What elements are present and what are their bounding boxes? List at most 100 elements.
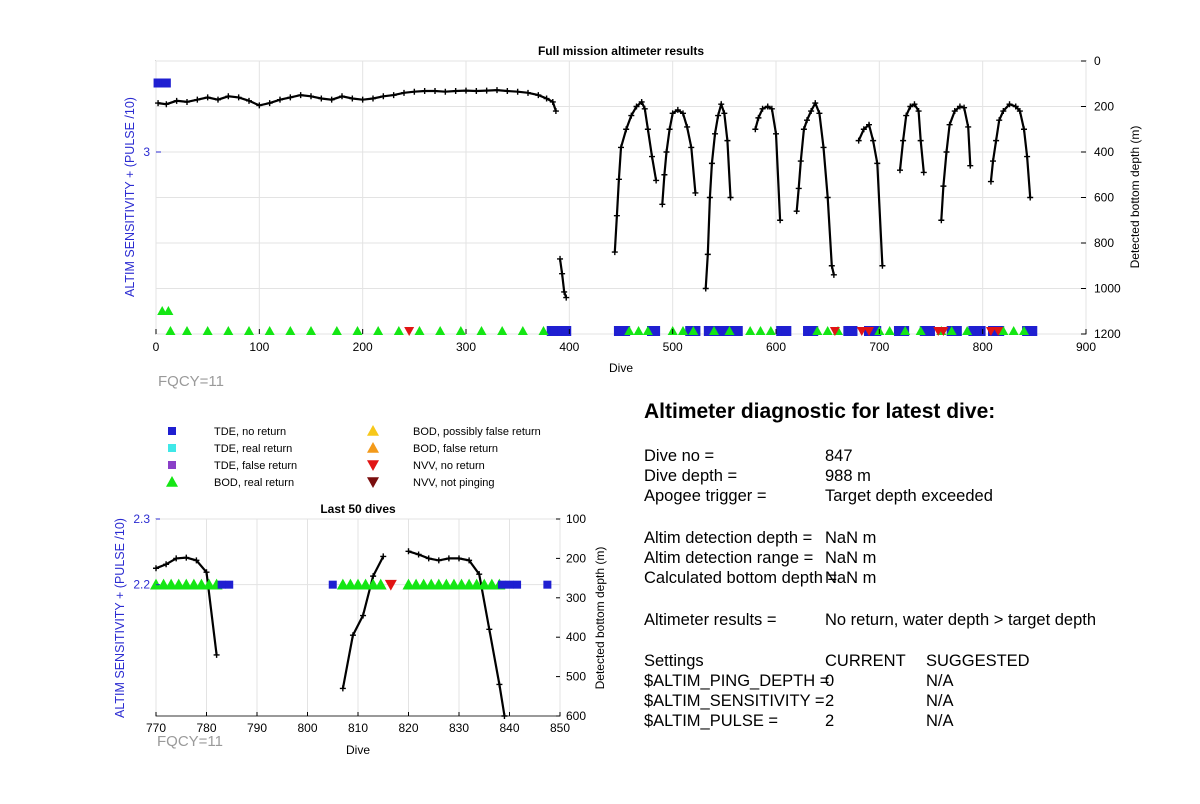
depth-point <box>1006 101 1013 108</box>
bottom-depth-point <box>163 561 170 568</box>
calc-depth-value: NaN m <box>825 569 877 587</box>
bottom-x-tick-label: 770 <box>146 721 166 735</box>
depth-point <box>623 126 630 133</box>
marker-bod-real-return <box>478 578 491 590</box>
bottom-right-tick-label: 500 <box>566 670 586 684</box>
marker-bod-real-return <box>373 326 384 335</box>
depth-point <box>659 201 666 208</box>
depth-point <box>903 112 910 119</box>
bottom-left-tick-label: 2.3 <box>133 512 150 526</box>
pulse-current: 2 <box>825 712 835 730</box>
depth-point <box>718 101 725 108</box>
bottom-right-tick-label: 400 <box>566 630 586 644</box>
depth-point <box>483 87 490 94</box>
marker-bod-real-return <box>393 326 404 335</box>
marker-bod-real-return <box>1008 326 1019 335</box>
marker-bod-real-return <box>172 578 185 590</box>
depth-point <box>225 93 232 100</box>
depth-point <box>897 167 903 174</box>
legend-label: BOD, possibly false return <box>413 426 541 438</box>
depth-point <box>661 171 668 178</box>
marker-bod-real-return <box>946 326 957 335</box>
bottom-depth-point <box>415 551 422 558</box>
marker-bod-real-return <box>150 578 162 590</box>
bottom-left-y-label: ALTIM SENSITIVITY + (PULSE /10) <box>113 518 127 718</box>
marker-bod-real-return <box>195 578 208 590</box>
marker-nvv-no-return <box>384 579 397 591</box>
depth-point <box>1021 126 1027 133</box>
bottom-depth-point <box>193 557 200 564</box>
bottom-right-y-label: Detected bottom depth (m) <box>593 547 607 690</box>
marker-bod-real-return <box>180 578 193 590</box>
marker-bod-real-return <box>624 326 635 335</box>
bottom-depth-point <box>349 632 356 639</box>
depth-point <box>644 126 651 133</box>
apogee-value: Target depth exceeded <box>825 487 993 505</box>
depth-line-segment <box>613 100 658 253</box>
marker-tde-no-return <box>808 326 819 336</box>
legend-swatch <box>367 425 379 436</box>
legend-label: NVV, no return <box>413 460 485 472</box>
marker-bod-real-return <box>285 326 296 335</box>
det-depth-label: Altim detection depth = <box>644 529 813 547</box>
marker-bod-real-return <box>915 326 926 335</box>
depth-point <box>987 178 994 185</box>
depth-point <box>874 160 881 167</box>
marker-tde-no-return <box>620 326 631 336</box>
top-title: Full mission altimeter results <box>538 44 704 58</box>
depth-point <box>235 94 242 101</box>
top-ticks: 0 100 200 300 400 500 600 700 800 900 0 200 400 600 80… <box>143 54 1121 354</box>
bottom-depth-point <box>153 565 159 572</box>
depth-point <box>721 110 728 117</box>
marker-bod-real-return <box>344 578 357 590</box>
diagnostic-title: Altimeter diagnostic for latest dive: <box>644 400 996 423</box>
depth-point <box>421 88 428 95</box>
depth-point <box>663 149 670 155</box>
bottom-depth-point <box>486 626 493 633</box>
marker-bod-real-return <box>900 326 911 335</box>
marker-bod-real-return <box>678 326 688 335</box>
depth-point <box>559 270 566 277</box>
dive-depth-value: 988 m <box>825 467 871 485</box>
depth-point <box>907 103 914 110</box>
marker-tde-no-return <box>550 326 561 336</box>
bottom-depth-point <box>203 569 210 576</box>
depth-point <box>752 126 759 133</box>
top-footnote: FQCY=11 <box>158 373 224 390</box>
depth-point <box>755 114 762 121</box>
depth-point <box>824 194 831 201</box>
depth-point <box>943 149 950 155</box>
marker-tde-no-return <box>685 326 696 336</box>
depth-point <box>633 103 640 110</box>
marker-tde-no-return <box>513 580 522 589</box>
depth-point <box>1012 103 1019 110</box>
marker-bod-real-return <box>470 578 483 590</box>
legend: TDE, no return TDE, real return TDE, false… <box>166 425 541 489</box>
bottom-depth-point <box>339 685 346 692</box>
results-label: Altimeter results = <box>644 611 777 629</box>
marker-bod-real-return <box>455 578 468 590</box>
results-value: No return, water depth > target depth <box>825 611 1097 629</box>
top-x-tick-label: 0 <box>153 340 160 354</box>
bottom-depth-point <box>405 548 412 555</box>
depth-point <box>708 160 715 167</box>
depth-point <box>215 96 221 103</box>
depth-point <box>946 121 953 128</box>
marker-tde-no-return <box>505 580 514 589</box>
depth-point <box>563 294 570 301</box>
legend-label: TDE, no return <box>214 426 286 438</box>
depth-point <box>684 123 691 130</box>
marker-tde-no-return <box>1027 326 1038 336</box>
marker-tde-no-return <box>161 78 171 88</box>
depth-point <box>611 249 618 256</box>
marker-bod-real-return <box>203 578 216 590</box>
apogee-label: Apogee trigger = <box>644 487 767 505</box>
marker-bod-real-return <box>447 578 460 590</box>
depth-point <box>712 130 719 137</box>
top-left-y-label: ALTIM SENSITIVITY + (PULSE /10) <box>123 97 137 297</box>
depth-point <box>184 98 190 105</box>
marker-tde-no-return <box>951 326 962 336</box>
depth-point <box>561 288 568 295</box>
depth-point <box>628 112 635 119</box>
top-right-y-label: Detected bottom depth (m) <box>1128 126 1142 269</box>
